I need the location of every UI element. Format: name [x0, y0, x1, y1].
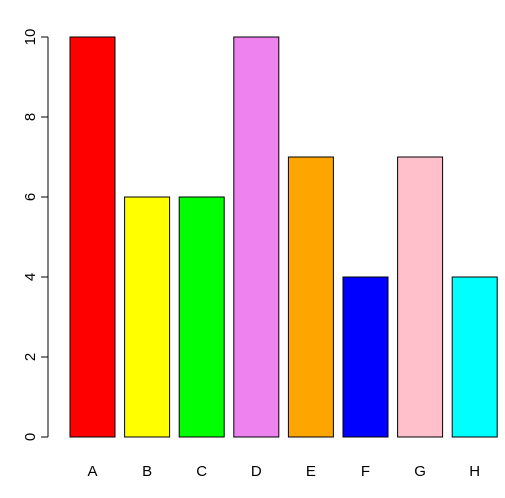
- x-category-label: G: [414, 463, 426, 480]
- y-tick-label: 2: [22, 353, 39, 361]
- bar-d: [233, 36, 280, 438]
- bar-h: [451, 276, 498, 438]
- y-tick-label: 10: [22, 29, 39, 46]
- y-tick-label: 8: [22, 113, 39, 121]
- bar-f: [342, 276, 389, 438]
- x-category-label: D: [251, 463, 262, 480]
- x-category-label: B: [142, 463, 152, 480]
- x-category-label: E: [306, 463, 316, 480]
- x-axis-labels: A B C D E F G H: [87, 463, 480, 480]
- bar-c: [178, 196, 225, 438]
- y-tick-label: 0: [22, 433, 39, 441]
- x-category-label: F: [361, 463, 370, 480]
- bar-e: [287, 156, 334, 438]
- x-category-label: C: [196, 463, 207, 480]
- x-category-label: H: [469, 463, 480, 480]
- bar-a: [69, 36, 116, 438]
- x-category-label: A: [87, 463, 97, 480]
- y-tick-label: 4: [22, 273, 39, 281]
- bar-g: [397, 156, 444, 438]
- bar-b: [124, 196, 171, 438]
- y-axis: 0 2 4 6 8 10: [22, 29, 49, 441]
- y-tick-label: 6: [22, 193, 39, 201]
- bars-group: [69, 36, 498, 438]
